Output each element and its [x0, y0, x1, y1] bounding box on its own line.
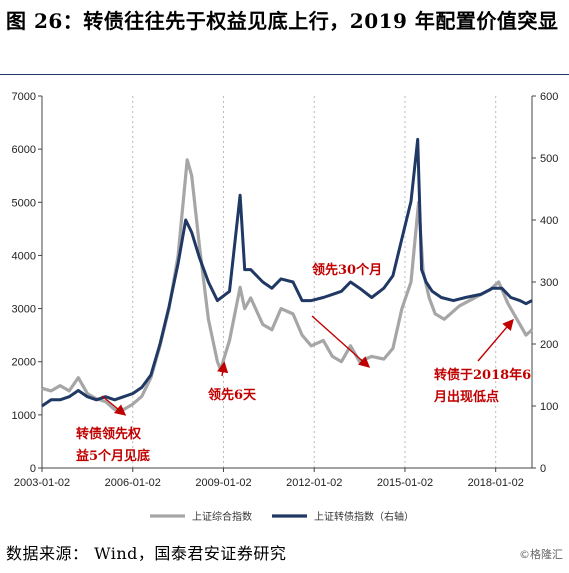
- y-right-tick-label: 100: [540, 401, 558, 413]
- y-right-tick-label: 500: [540, 153, 558, 165]
- y-left-tick-label: 3000: [12, 304, 36, 316]
- annotation-line: 转债领先权: [76, 426, 142, 442]
- x-tick-label: 2006-01-02: [105, 477, 161, 489]
- x-tick-label: 2018-01-02: [468, 477, 524, 489]
- legend-label: 上证转债指数（右轴）: [314, 510, 414, 523]
- annotation-line: 转债于2018年6: [434, 367, 531, 383]
- annotation-line: 领先30个月: [312, 262, 382, 278]
- series-line-shanghai-convertible-bond: [41, 137, 533, 408]
- y-right-tick-label: 300: [540, 277, 558, 289]
- source-note: 数据来源： Wind，国泰君安证券研究: [6, 544, 287, 563]
- annotation-label: 转债于2018年6 月出现低点: [433, 367, 531, 405]
- watermark: ©格隆汇: [519, 548, 563, 561]
- chart-area: 0 1000 2000 3000 4000 5000 6000 7000 0 100 200 300 4…: [12, 91, 559, 523]
- y-left-tick-label: 6000: [12, 144, 36, 156]
- annotation-arrow: [477, 318, 514, 362]
- x-tick-label: 2003-01-02: [14, 477, 70, 489]
- y-right-tick-label: 0: [540, 463, 546, 475]
- annotation-line: 月出现低点: [433, 389, 499, 405]
- y-left-tick-label: 7000: [12, 91, 36, 103]
- annotation-line: 领先6天: [208, 387, 257, 403]
- legend: 上证综合指数 上证转债指数（右轴）: [150, 510, 414, 523]
- annotation-label: 领先30个月: [312, 262, 382, 278]
- annotation-arrow: [101, 395, 127, 416]
- title-rule: [0, 74, 569, 75]
- x-tick-label: 2009-01-02: [195, 477, 251, 489]
- y-right-tick-label: 200: [540, 339, 558, 351]
- annotation-arrow: [311, 315, 371, 368]
- ticks: 0 1000 2000 3000 4000 5000 6000 7000 0 100 200 300 4…: [12, 91, 559, 489]
- chart-title: 图 26：转债往往先于权益见底上行，2019 年配置价值突显: [6, 9, 559, 33]
- axes: [41, 96, 533, 469]
- annotation-label: 领先6天: [208, 387, 257, 403]
- y-right-tick-label: 600: [540, 91, 558, 103]
- annotation-line: 益5个月见底: [76, 448, 150, 464]
- y-left-tick-label: 0: [30, 463, 36, 475]
- y-left-tick-label: 1000: [12, 410, 36, 422]
- annotation-label: 转债领先权益5个月见底: [76, 426, 150, 464]
- x-tick-label: 2012-01-02: [286, 477, 342, 489]
- y-left-tick-label: 5000: [12, 197, 36, 209]
- legend-label: 上证综合指数: [192, 510, 252, 523]
- annotation-arrow: [217, 361, 229, 377]
- x-tick-label: 2015-01-02: [377, 477, 433, 489]
- y-left-tick-label: 4000: [12, 250, 36, 262]
- y-right-tick-label: 400: [540, 215, 558, 227]
- y-left-tick-label: 2000: [12, 357, 36, 369]
